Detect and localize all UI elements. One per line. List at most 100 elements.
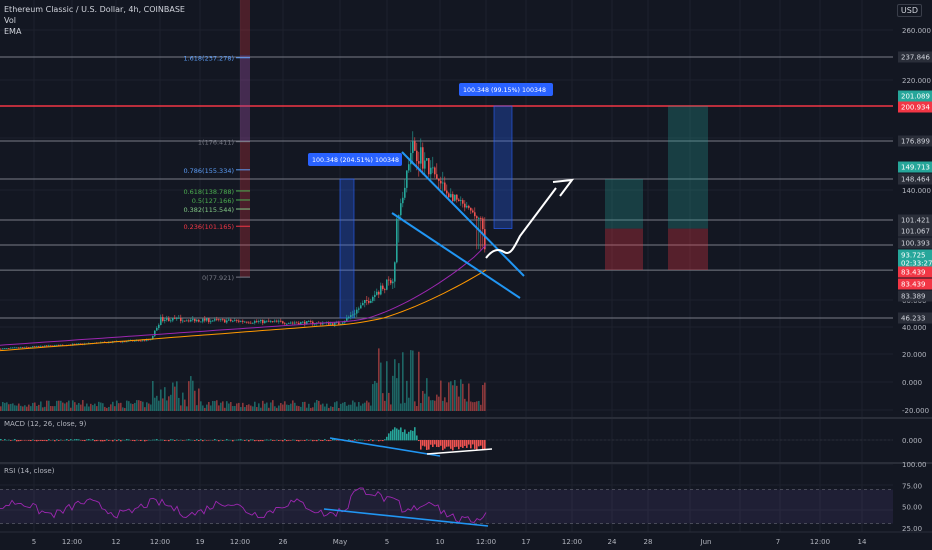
candle-body bbox=[192, 318, 194, 320]
candle-body bbox=[472, 210, 474, 213]
volume-bar bbox=[224, 407, 226, 411]
candle-body bbox=[386, 279, 388, 290]
price-badge-bg bbox=[898, 237, 932, 249]
measure-label: 100.348 (204.51%) 100348 bbox=[312, 157, 399, 164]
volume-bar bbox=[162, 398, 164, 411]
fib-level-label: 0.618(138.788) bbox=[183, 188, 234, 196]
candle-body bbox=[396, 218, 398, 263]
macd-histogram-bar bbox=[164, 440, 166, 441]
volume-bar bbox=[184, 399, 186, 411]
macd-histogram-bar bbox=[10, 440, 12, 441]
volume-bar bbox=[246, 404, 248, 411]
macd-histogram-bar bbox=[152, 439, 154, 441]
time-tick: 12:00 bbox=[562, 538, 582, 546]
candle-body bbox=[250, 322, 252, 324]
volume-bar bbox=[6, 402, 8, 411]
volume-bar bbox=[46, 400, 48, 411]
volume-bar bbox=[372, 384, 374, 411]
volume-bar bbox=[478, 400, 480, 411]
candle-body bbox=[198, 319, 200, 322]
price-badge-bg bbox=[898, 173, 932, 185]
candle-body bbox=[358, 308, 360, 310]
volume-bar bbox=[114, 406, 116, 411]
macd-histogram-bar bbox=[412, 430, 414, 441]
position-target-zone bbox=[605, 179, 643, 229]
macd-histogram-bar bbox=[410, 430, 412, 441]
macd-histogram-bar bbox=[352, 440, 354, 441]
candle-body bbox=[462, 200, 464, 204]
macd-histogram-bar bbox=[334, 439, 336, 441]
candle-body bbox=[258, 321, 260, 322]
volume-bar bbox=[178, 397, 180, 411]
volume-bar bbox=[482, 384, 484, 411]
time-tick: Jun bbox=[700, 538, 712, 546]
volume-bar bbox=[156, 395, 158, 411]
macd-histogram-bar bbox=[0, 439, 2, 441]
volume-bar bbox=[216, 400, 218, 411]
candle-body bbox=[10, 347, 12, 349]
volume-bar bbox=[232, 406, 234, 411]
macd-histogram-bar bbox=[386, 436, 388, 441]
candle-body bbox=[392, 281, 394, 284]
candle-body bbox=[454, 194, 456, 201]
macd-histogram-bar bbox=[258, 440, 260, 442]
macd-histogram-bar bbox=[396, 428, 398, 441]
volume-bar bbox=[410, 350, 412, 411]
candle-body bbox=[288, 322, 290, 324]
trend-drawings[interactable] bbox=[391, 151, 575, 299]
volume-bar bbox=[360, 405, 362, 411]
volume-bar bbox=[404, 402, 406, 411]
macd-histogram-bar bbox=[404, 429, 406, 441]
position-stop-zone bbox=[605, 228, 643, 270]
macd-histogram-bar bbox=[436, 440, 438, 447]
macd-histogram-bar bbox=[194, 440, 196, 441]
volume-bar bbox=[430, 400, 432, 411]
macd-histogram-bar bbox=[478, 440, 480, 447]
volume-bar bbox=[240, 407, 242, 411]
volume-bar bbox=[200, 401, 202, 411]
candle-body bbox=[40, 346, 42, 347]
price-badge: 148.464 bbox=[901, 176, 930, 184]
volume-bar bbox=[340, 403, 342, 411]
macd-histogram-bar bbox=[406, 433, 408, 441]
price-badge-bg bbox=[898, 312, 932, 324]
fib-retracement[interactable]: 1.618(237.278) 1(176.411) 0.786(155.334) 0.… bbox=[183, 0, 250, 282]
volume-bar bbox=[324, 406, 326, 411]
grid bbox=[0, 0, 932, 533]
price-axis[interactable]: 260.000220.000180.000140.000100.00080.00… bbox=[898, 27, 932, 415]
macd-histogram-bar bbox=[310, 439, 312, 441]
volume-bar bbox=[476, 401, 478, 411]
time-tick: 17 bbox=[522, 538, 531, 546]
macd-histogram-bar bbox=[420, 440, 422, 450]
macd-histogram-bar bbox=[364, 440, 366, 441]
candle-body bbox=[230, 319, 232, 322]
price-badge: 149.713 bbox=[901, 164, 930, 172]
time-tick: 12 bbox=[112, 538, 121, 546]
candle-body bbox=[430, 167, 432, 175]
macd-histogram-bar bbox=[188, 439, 190, 441]
measure-tools[interactable]: 100.348 (204.51%) 100348 100.348 (99.15%)… bbox=[308, 83, 553, 319]
ema-legend[interactable]: EMA bbox=[4, 27, 22, 36]
vol-legend[interactable]: Vol bbox=[4, 16, 16, 25]
volume-bar bbox=[276, 407, 278, 411]
candle-body bbox=[174, 317, 176, 319]
candle-body bbox=[60, 345, 62, 346]
candle-body bbox=[414, 141, 416, 151]
candle-body bbox=[346, 317, 348, 321]
time-tick: 10 bbox=[436, 538, 445, 546]
macd-histogram-bar bbox=[52, 439, 54, 441]
time-axis[interactable]: 5 12:00 12 12:00 19 12:00 26 May 5 10 12:00 17 12:00… bbox=[0, 531, 932, 546]
candle-body bbox=[212, 320, 214, 322]
macd-histogram-bar bbox=[402, 432, 404, 441]
symbol-title[interactable]: Ethereum Classic / U.S. Dollar, 4h, COIN… bbox=[4, 5, 185, 14]
currency-badge[interactable]: USD bbox=[896, 4, 922, 17]
position-tools[interactable] bbox=[605, 105, 708, 270]
macd-histogram-bar bbox=[438, 440, 440, 448]
candle-body bbox=[438, 178, 440, 181]
macd-histogram-bar bbox=[448, 440, 450, 447]
fib-column-mid bbox=[240, 55, 250, 142]
candle-body bbox=[182, 320, 184, 322]
macd-histogram-bar bbox=[162, 439, 164, 441]
measure-range bbox=[493, 105, 513, 229]
